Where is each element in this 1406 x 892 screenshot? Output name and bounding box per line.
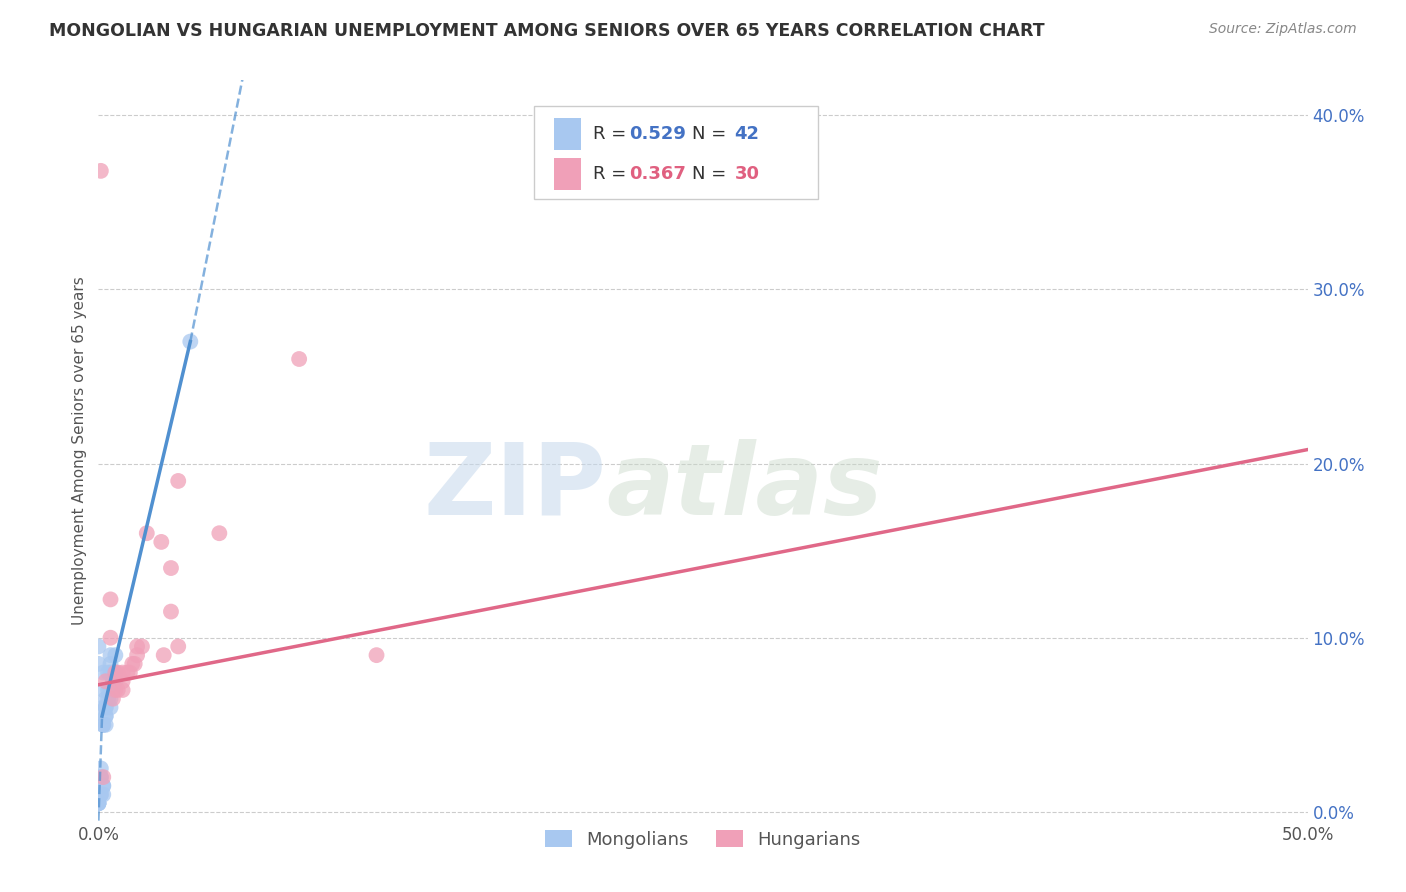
Point <box>101 674 124 689</box>
Point <box>90 788 112 802</box>
Point <box>104 665 127 680</box>
Point <box>97 665 120 680</box>
Point <box>94 709 117 723</box>
FancyBboxPatch shape <box>534 106 818 199</box>
Point <box>94 674 117 689</box>
Text: MONGOLIAN VS HUNGARIAN UNEMPLOYMENT AMONG SENIORS OVER 65 YEARS CORRELATION CHAR: MONGOLIAN VS HUNGARIAN UNEMPLOYMENT AMON… <box>49 22 1045 40</box>
Point <box>94 700 117 714</box>
Point <box>100 700 122 714</box>
Point <box>91 665 114 680</box>
Point <box>94 700 117 714</box>
Y-axis label: Unemployment Among Seniors over 65 years: Unemployment Among Seniors over 65 years <box>72 277 87 624</box>
Point <box>104 648 127 662</box>
Point <box>87 796 110 810</box>
Text: ZIP: ZIP <box>423 439 606 536</box>
Point <box>152 648 174 662</box>
Legend: Mongolians, Hungarians: Mongolians, Hungarians <box>538 822 868 856</box>
Point <box>91 718 114 732</box>
Point <box>160 605 183 619</box>
Point <box>91 683 114 698</box>
Bar <box>554 118 581 150</box>
Point <box>167 640 190 654</box>
Point <box>208 526 231 541</box>
Point <box>107 665 129 680</box>
Text: N =: N = <box>692 165 733 183</box>
Text: atlas: atlas <box>606 439 883 536</box>
Point <box>179 334 201 349</box>
Text: 0.529: 0.529 <box>630 125 686 143</box>
Text: R =: R = <box>593 125 631 143</box>
Point <box>100 657 122 671</box>
Point <box>117 665 139 680</box>
Bar <box>554 158 581 190</box>
Point <box>94 691 117 706</box>
Point <box>87 796 110 810</box>
Point <box>100 631 122 645</box>
Point <box>94 709 117 723</box>
Point <box>160 561 183 575</box>
Point <box>97 691 120 706</box>
Point <box>288 351 311 366</box>
Point <box>90 761 112 775</box>
Point <box>94 718 117 732</box>
Point <box>100 592 122 607</box>
Point <box>104 665 127 680</box>
Point <box>111 683 134 698</box>
Point <box>91 779 114 793</box>
Point <box>91 788 114 802</box>
Point <box>366 648 388 662</box>
Point <box>87 640 110 654</box>
Point <box>90 164 112 178</box>
Text: 0.367: 0.367 <box>630 165 686 183</box>
Point <box>100 683 122 698</box>
Point <box>135 526 157 541</box>
Point <box>111 665 134 680</box>
Point <box>124 657 146 671</box>
Point <box>127 648 149 662</box>
Point <box>107 683 129 698</box>
Point <box>97 683 120 698</box>
Point <box>118 665 141 680</box>
Point <box>100 665 122 680</box>
Point <box>87 657 110 671</box>
Text: R =: R = <box>593 165 631 183</box>
Text: Source: ZipAtlas.com: Source: ZipAtlas.com <box>1209 22 1357 37</box>
Point <box>121 657 143 671</box>
Point <box>90 770 112 784</box>
Point <box>167 474 190 488</box>
Point <box>87 796 110 810</box>
Point <box>91 779 114 793</box>
Point <box>101 665 124 680</box>
Point <box>91 700 114 714</box>
Point <box>90 788 112 802</box>
Point <box>104 683 127 698</box>
Point <box>91 718 114 732</box>
Point <box>104 674 127 689</box>
Point <box>131 640 153 654</box>
Point <box>100 691 122 706</box>
Point <box>87 796 110 810</box>
Point <box>90 770 112 784</box>
Point <box>101 691 124 706</box>
Text: N =: N = <box>692 125 733 143</box>
Point <box>111 674 134 689</box>
Point <box>91 770 114 784</box>
Point <box>87 796 110 810</box>
Point <box>100 648 122 662</box>
Point <box>150 535 173 549</box>
Text: 30: 30 <box>734 165 759 183</box>
Point <box>101 683 124 698</box>
Text: 42: 42 <box>734 125 759 143</box>
Point <box>127 640 149 654</box>
